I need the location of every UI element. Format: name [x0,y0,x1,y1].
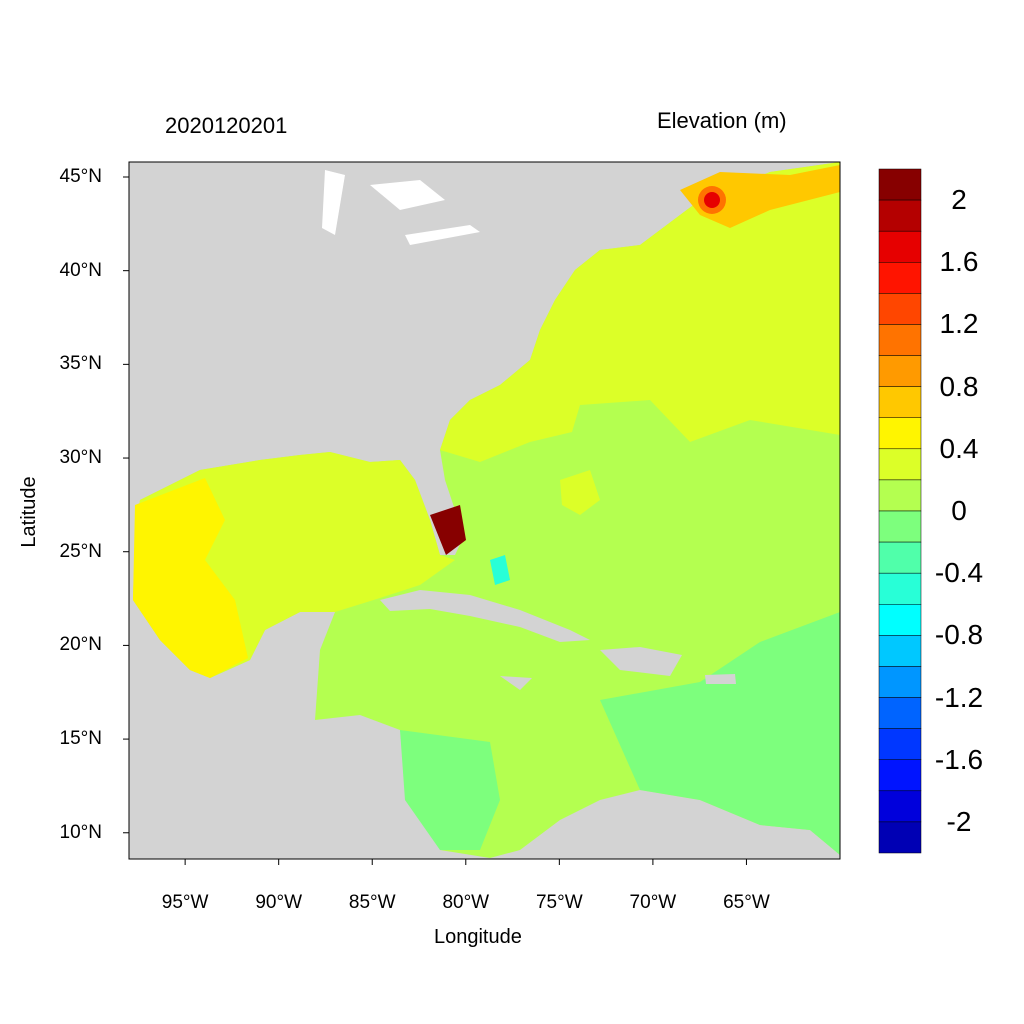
map-area [129,162,840,859]
colorbar-box [878,324,922,356]
colorbar-label: 2 [951,184,967,216]
x-tick-label: 95°W [161,892,209,913]
great-lakes [322,170,480,245]
colorbar-box [878,386,922,418]
x-tick-label: 70°W [629,892,677,913]
eastern-caribbean-region [600,612,840,855]
colorbar-box [878,790,922,823]
y-tick-label: 20°N [59,634,102,656]
colorbar [878,168,922,854]
map-frame [128,161,841,860]
y-tick-label: 15°N [59,728,102,750]
colorbar-label: 0 [951,495,967,526]
colorbar-box [878,448,922,481]
colorbar-label: 0.4 [939,432,979,464]
western-caribbean-region [400,730,500,850]
colorbar-box [878,168,922,201]
colorbar-label: 0.8 [939,370,979,402]
colorbar-box [878,230,922,263]
colorbar-box [878,541,922,574]
x-tick-label: 75°W [535,892,583,913]
atlantic-north-region [440,162,840,462]
cuba [380,590,590,642]
south-florida-peak [430,505,466,555]
gulf-of-maine-high [680,165,840,228]
colorbar-label: -0.4 [934,557,984,589]
colorbar-box [878,635,922,667]
atlantic-patch [560,470,600,515]
jamaica [500,676,532,690]
colorbar-label: -0.8 [934,619,984,651]
bahamas-low [490,555,510,585]
hispaniola [600,647,682,676]
y-tick-label: 10°N [59,821,102,843]
colorbar-box [878,697,922,729]
colorbar-box [878,479,922,512]
y-tick-label: 35°N [59,353,102,375]
axis-ticks [123,176,747,865]
colorbar-box [878,262,922,294]
colorbar-box [878,759,922,792]
variable-title: Elevation (m) [657,108,787,133]
y-tick-label: 45°N [59,165,102,187]
x-tick-label: 80°W [442,892,490,913]
y-tick-label: 25°N [59,540,102,562]
colorbar-label: 1.2 [939,308,979,340]
y-tick-label: 40°N [59,259,102,281]
colorbar-box [878,728,922,760]
y-axis-label: Latitude [18,476,40,548]
colorbar-box [878,293,922,325]
colorbar-box [878,510,922,543]
western-gulf-region [133,478,248,678]
date-title: 2020120201 [165,113,288,138]
x-tick-label: 90°W [255,892,303,913]
x-tick-label: 65°W [723,892,770,913]
x-tick-label: 85°W [348,892,396,913]
colorbar-box [878,199,922,232]
colorbar-box [878,572,922,605]
puerto-rico [705,674,736,684]
colorbar-label: 1.6 [939,246,979,278]
y-tick-label: 30°N [59,447,102,469]
colorbar-box [878,355,922,387]
colorbar-box [878,666,922,698]
colorbar-label: -1.2 [934,681,984,713]
colorbar-box [878,604,922,636]
colorbar-box [878,821,922,854]
colorbar-box [878,417,922,450]
colorbar-label: -1.6 [934,743,984,775]
bay-of-fundy-peak [704,192,720,208]
colorbar-label: -2 [946,805,972,837]
x-axis-label: Longitude [434,926,522,948]
